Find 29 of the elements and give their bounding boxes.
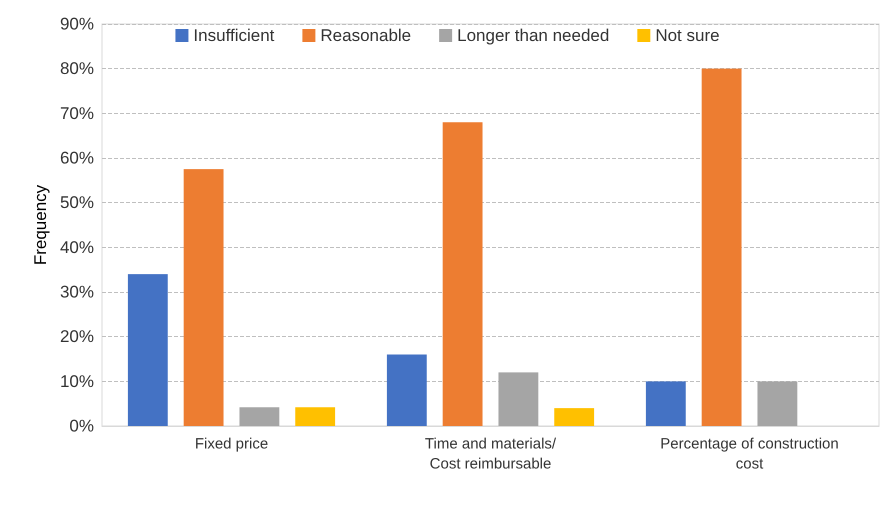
bar	[239, 407, 280, 426]
y-tick-label: 0%	[69, 416, 94, 436]
y-tick-label: 20%	[60, 327, 94, 346]
y-tick-label: 40%	[60, 238, 94, 257]
y-tick-label: 60%	[60, 148, 94, 168]
legend-label: Insufficient	[193, 26, 275, 45]
x-tick-label: Time and materials/ Cost reimbursable	[424, 436, 557, 472]
bar	[757, 381, 798, 426]
x-tick-label: Fixed price	[194, 436, 268, 452]
bar	[295, 407, 336, 426]
y-tick-label: 10%	[60, 372, 94, 391]
y-tick-label: 80%	[60, 59, 94, 78]
y-tick-label: 30%	[60, 282, 94, 302]
bar	[554, 408, 594, 426]
bar	[646, 381, 686, 426]
y-tick-label: 70%	[60, 104, 94, 123]
bar	[442, 122, 483, 426]
x-tick-label: Percentage of construction cost	[660, 436, 839, 472]
bar	[702, 68, 742, 426]
bar	[128, 274, 168, 426]
bar	[498, 372, 538, 426]
y-axis-title: Frequency	[31, 184, 50, 266]
bar	[184, 169, 224, 426]
bar	[386, 354, 427, 426]
legend-label: Not sure	[655, 26, 720, 45]
legend-label: Longer than needed	[457, 26, 610, 45]
legend-label: Reasonable	[320, 26, 412, 45]
y-tick-label: 90%	[60, 14, 94, 34]
y-tick-label: 50%	[60, 193, 94, 212]
